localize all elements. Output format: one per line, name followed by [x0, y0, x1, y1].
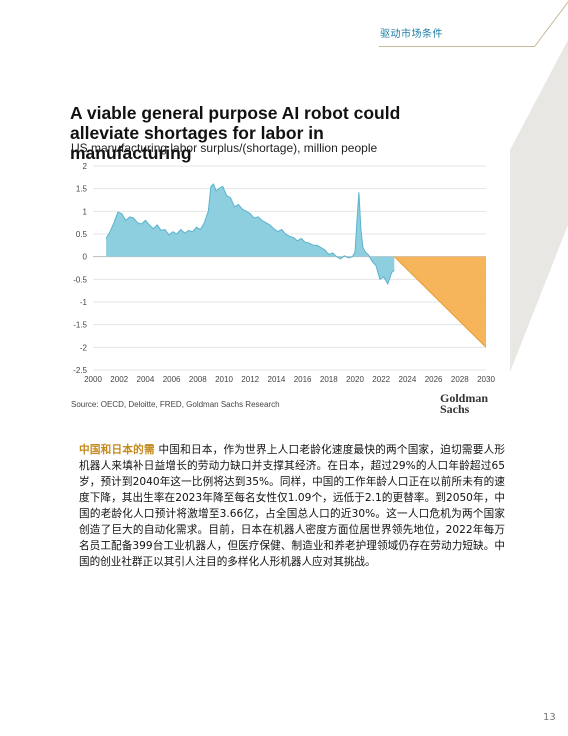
y-tick-label: 0: [83, 253, 88, 262]
y-tick-label: -2.5: [73, 366, 87, 375]
decorative-gray-band: [510, 40, 568, 372]
y-tick-label: 2: [83, 162, 88, 171]
x-tick-label: 2002: [110, 375, 128, 384]
series-area-historical: [106, 184, 395, 284]
paragraph-lead: 中国和日本的需: [79, 444, 155, 456]
x-tick-label: 2000: [84, 375, 102, 384]
x-tick-label: 2030: [477, 375, 495, 384]
x-tick-label: 2024: [399, 375, 417, 384]
x-tick-label: 2016: [294, 375, 312, 384]
x-tick-label: 2018: [320, 375, 338, 384]
section-label: 驱动市场条件: [380, 29, 443, 40]
y-tick-label: 1: [83, 207, 88, 216]
x-tick-label: 2020: [346, 375, 364, 384]
y-tick-label: -2: [80, 343, 88, 352]
y-tick-label: 0.5: [76, 230, 88, 239]
y-tick-label: 1.5: [76, 185, 88, 194]
goldman-sachs-logo: Goldman Sachs: [440, 391, 489, 416]
x-tick-label: 2006: [163, 375, 181, 384]
chart-subtitle: US manufacturing labor surplus/(shortage…: [71, 141, 378, 155]
x-tick-label: 2004: [137, 375, 155, 384]
x-tick-label: 2028: [451, 375, 469, 384]
page-number: 13: [543, 712, 556, 723]
logo-line-1: Goldman: [440, 391, 489, 405]
y-tick-label: -0.5: [73, 275, 87, 284]
x-tick-label: 2026: [425, 375, 443, 384]
x-tick-label: 2022: [372, 375, 390, 384]
y-tick-label: -1: [80, 298, 88, 307]
chart-source: Source: OECD, Deloitte, FRED, Goldman Sa…: [71, 400, 280, 409]
body-paragraph: 中国和日本的需 中国和日本，作为世界上人口老龄化速度最快的两个国家，迫切需要人形…: [79, 442, 505, 570]
x-tick-label: 2008: [189, 375, 207, 384]
x-tick-label: 2014: [268, 375, 286, 384]
paragraph-text: 中国和日本，作为世界上人口老龄化速度最快的两个国家，迫切需要人形机器人来填补日益…: [79, 444, 506, 568]
series-line-projected: [393, 256, 487, 348]
x-tick-label: 2012: [241, 375, 259, 384]
y-tick-label: -1.5: [73, 321, 87, 330]
header-rule: [379, 46, 535, 47]
chart-title: A viable general purpose AI robot could …: [70, 103, 401, 163]
series-line-historical: [105, 183, 395, 286]
decorative-gold-line: [534, 1, 568, 47]
x-tick-label: 2010: [215, 375, 233, 384]
logo-line-2: Sachs: [440, 402, 470, 416]
